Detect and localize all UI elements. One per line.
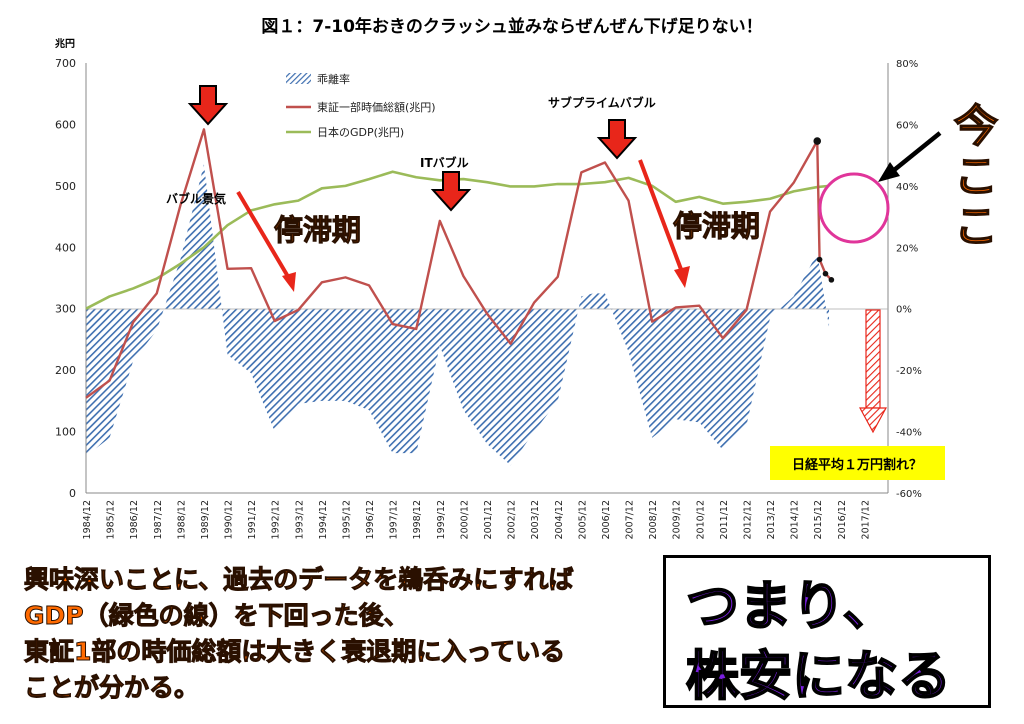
x-tick-label: 1999/12 — [436, 500, 447, 539]
legend-swatch-deviation — [286, 73, 311, 84]
y-left-tick-label: 500 — [55, 180, 76, 193]
x-tick-label: 2010/12 — [695, 500, 706, 539]
market-cap-line — [85, 128, 819, 399]
conclusion-line-1: つまり、 — [685, 575, 897, 638]
down-arrow-subprime-icon — [596, 119, 638, 160]
market-cap-point — [828, 277, 835, 283]
y-right-tick-label: 40% — [896, 182, 918, 193]
y-left-tick-label: 700 — [55, 57, 76, 70]
y-right-tick-label: 80% — [896, 59, 918, 70]
y-left-tick-label: 400 — [55, 241, 76, 254]
gdp-line — [85, 170, 830, 310]
note-line-3: 東証1部の時価総額は大きく衰退期に入っている — [23, 637, 566, 667]
label-it-bubble: ITバブル — [420, 155, 469, 170]
x-tick-label: 2017/12 — [860, 500, 871, 539]
x-tick-label: 2013/12 — [766, 500, 777, 539]
label-stagnation-2: 停滞期 — [673, 209, 760, 243]
x-tick-label: 1996/12 — [365, 500, 376, 539]
market-cap-point — [813, 137, 822, 145]
x-tick-label: 1986/12 — [129, 500, 140, 539]
y-right-tick-label: -40% — [896, 428, 922, 439]
x-tick-label: 2004/12 — [554, 500, 565, 539]
nikkei-question-label: 日経平均１万円割れ？ — [792, 457, 922, 473]
x-tick-label: 1991/12 — [247, 500, 258, 539]
y-left-tick-labels: 0 100 200 300 400 500 600 700 — [55, 57, 76, 500]
current-point-highlight-circle — [818, 172, 890, 244]
x-tick-label: 1984/12 — [82, 500, 93, 539]
down-arrow-it-icon — [430, 171, 472, 212]
x-tick-label: 2003/12 — [530, 500, 541, 539]
projected-drop-arrow-icon — [858, 309, 888, 434]
y-left-tick-label: 200 — [55, 364, 76, 377]
x-tick-label: 2016/12 — [837, 500, 848, 539]
x-tick-label: 2011/12 — [719, 500, 730, 539]
x-tick-label: 2002/12 — [507, 500, 518, 539]
x-tick-label: 1993/12 — [294, 500, 305, 539]
legend: 乖離率 東証一部時価総額(兆円) 日本のGDP(兆円) — [286, 72, 436, 139]
x-tick-label: 1998/12 — [412, 500, 423, 539]
x-tick-label: 2005/12 — [577, 500, 588, 539]
x-tick-label: 2012/12 — [742, 500, 753, 539]
y-left-tick-label: 600 — [55, 118, 76, 131]
x-tick-label: 1997/12 — [389, 500, 400, 539]
x-tick-label: 2001/12 — [483, 500, 494, 539]
y-right-tick-label: 60% — [896, 120, 918, 131]
x-tick-label: 2009/12 — [672, 500, 683, 539]
market-cap-point — [816, 256, 823, 263]
imako-char-1: 今 — [953, 101, 999, 153]
x-tick-labels: 1984/12 1985/12 1986/12 1987/12 1988/12 1989/… — [82, 500, 871, 539]
legend-label-deviation: 乖離率 — [317, 72, 350, 86]
x-tick-label: 2015/12 — [813, 500, 824, 539]
note-line-1: 興味深いことに、過去のデータを鵜呑みにすれば — [24, 565, 575, 595]
x-tick-label: 1992/12 — [271, 500, 282, 539]
x-tick-label: 2014/12 — [790, 500, 801, 539]
x-tick-label: 1988/12 — [176, 500, 187, 539]
decline-arrow-1-icon — [236, 190, 296, 292]
legend-label-gdp: 日本のGDP(兆円) — [317, 125, 404, 139]
imako-char-3: こ — [953, 201, 999, 253]
y-left-unit: 兆円 — [55, 37, 75, 50]
label-stagnation-1: 停滞期 — [274, 213, 361, 247]
plot-axes — [85, 63, 889, 494]
label-bubble: バブル景気 — [166, 191, 226, 206]
x-tick-label: 2006/12 — [601, 500, 612, 539]
market-cap-tail-line — [816, 140, 833, 281]
market-cap-point — [822, 270, 829, 277]
x-tick-label: 1989/12 — [200, 500, 211, 539]
x-tick-label: 1990/12 — [224, 500, 235, 539]
pointer-arrow-icon — [878, 131, 942, 182]
note-line-4: ことが分かる。 — [23, 673, 200, 703]
note-line-2: GDP（緑色の線）を下回った後、 — [24, 601, 410, 631]
imako-label: 今 こ こ — [946, 101, 1006, 253]
x-tick-label: 1987/12 — [153, 500, 164, 539]
chart-title: 図１：7-10年おきのクラッシュ並みならぜんぜん下げ足りない！ — [261, 16, 762, 37]
y-right-tick-label: -20% — [896, 366, 922, 377]
conclusion-line-2: 株安になる — [685, 645, 952, 708]
x-tick-label: 1995/12 — [341, 500, 352, 539]
y-left-tick-label: 100 — [55, 426, 76, 439]
y-right-tick-label: -60% — [896, 489, 922, 500]
down-arrow-bubble-icon — [187, 85, 229, 126]
deviation-area-layer — [86, 164, 830, 466]
x-tick-label: 2007/12 — [625, 500, 636, 539]
series-lines-layer — [85, 128, 835, 399]
y-right-tick-labels: -60% -40% -20% 0% 20% 40% 60% 80% — [896, 59, 922, 500]
conclusion-box: つまり、 株安になる — [663, 555, 991, 708]
nikkei-question-box — [770, 446, 945, 480]
y-right-tick-label: 20% — [896, 243, 918, 254]
x-tick-label: 1994/12 — [318, 500, 329, 539]
decline-arrow-2-icon — [638, 159, 690, 288]
y-left-tick-label: 0 — [69, 487, 76, 500]
legend-label-market-cap: 東証一部時価総額(兆円) — [317, 100, 436, 114]
y-left-tick-label: 300 — [55, 303, 76, 316]
deviation-area — [86, 164, 830, 466]
imako-char-2: こ — [953, 151, 999, 203]
label-subprime: サブプライムバブル — [548, 95, 656, 110]
y-right-tick-label: 0% — [896, 305, 912, 316]
x-tick-label: 2008/12 — [648, 500, 659, 539]
x-tick-label: 1985/12 — [106, 500, 117, 539]
x-tick-label: 2000/12 — [459, 500, 470, 539]
